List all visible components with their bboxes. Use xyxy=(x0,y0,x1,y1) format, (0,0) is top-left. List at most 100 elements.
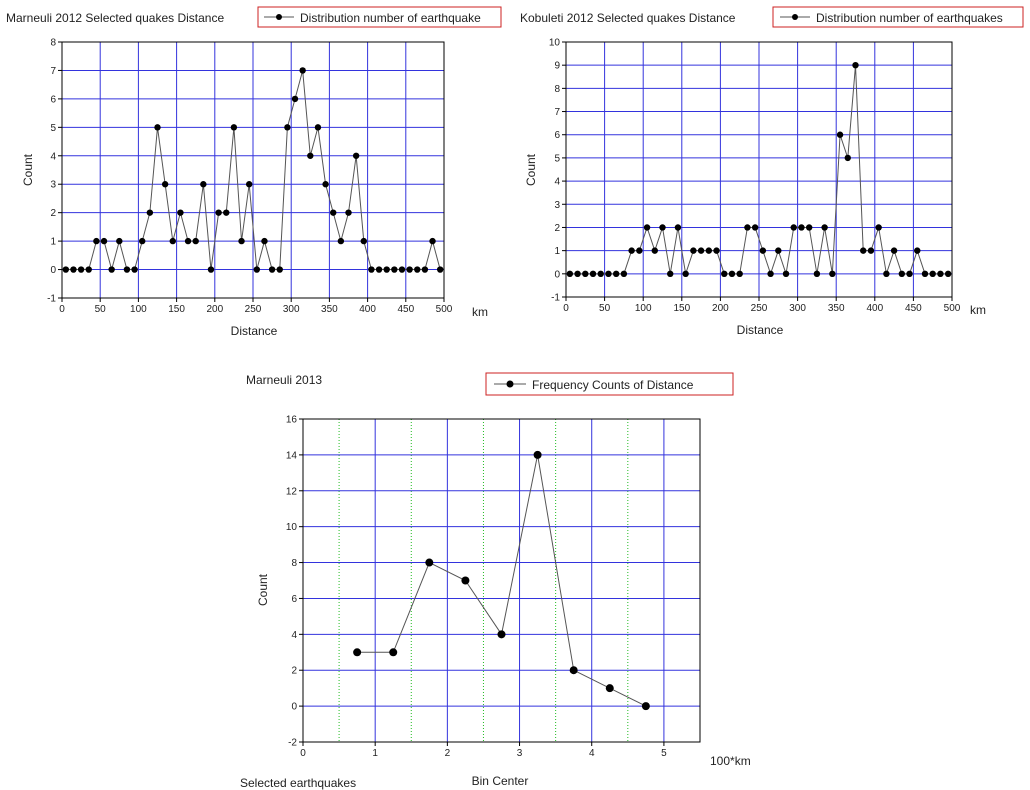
chart1-data-point xyxy=(368,266,375,273)
chart3-footnote: Selected earthquakes xyxy=(240,776,356,790)
chart1-data-point xyxy=(108,266,115,273)
chart2-data-point xyxy=(705,247,713,254)
chart2-data-point xyxy=(852,61,859,69)
chart2-data-point xyxy=(721,270,728,278)
chart1-data-point xyxy=(62,266,70,273)
chart2-xtick-label: 350 xyxy=(828,303,845,314)
chart2-xtick-label: 450 xyxy=(905,303,922,314)
chart3-data-point xyxy=(569,666,578,675)
chart2-data-point xyxy=(898,270,906,278)
chart2-data-point xyxy=(612,270,620,278)
chart2-data-point xyxy=(643,224,651,231)
chart1-data-point xyxy=(169,237,176,245)
chart2-ytick-label: 6 xyxy=(554,130,560,141)
chart2-xtick-label: 50 xyxy=(599,303,611,314)
chart3-ytick-label: -2 xyxy=(288,738,297,749)
chart2-xlabel: Distance xyxy=(737,323,784,337)
chart1-data-point xyxy=(360,237,367,245)
chart2-data-point xyxy=(921,270,929,278)
chart1-unit: km xyxy=(472,305,488,319)
chart3-data-point xyxy=(353,648,362,657)
chart2-ytick-label: -1 xyxy=(551,293,560,304)
chart3-xtick-label: 1 xyxy=(372,748,378,759)
chart3-ytick-label: 8 xyxy=(291,558,297,569)
chart2-data-point xyxy=(566,270,574,278)
chart1-data-point xyxy=(414,266,421,273)
chart3-xlabel: Bin Center xyxy=(472,774,529,788)
chart1-xlabel: Distance xyxy=(231,324,278,338)
chart1-ytick-label: 8 xyxy=(50,38,56,49)
chart1-data-point xyxy=(436,266,444,273)
chart1-data-point xyxy=(100,237,108,245)
chart2-data-point xyxy=(798,224,805,231)
chart1-data-point xyxy=(291,95,299,103)
chart2-data-point xyxy=(636,247,643,254)
chart1-data-point xyxy=(375,266,383,273)
chart1-data-point xyxy=(85,266,92,273)
chart1-data-point xyxy=(70,266,77,273)
chart1-data-point xyxy=(123,266,131,273)
chart1-ytick-label: 7 xyxy=(50,66,56,77)
chart1-data-point xyxy=(268,266,276,273)
chart1-data-point xyxy=(314,124,322,131)
chart3-data-point xyxy=(461,576,470,585)
chart3-title: Marneuli 2013 xyxy=(246,373,322,387)
chart2-unit: km xyxy=(970,303,986,317)
chart1-data-point xyxy=(299,67,306,74)
chart2-data-point xyxy=(744,224,751,231)
chart3-data-point xyxy=(533,450,542,459)
chart3-data-point xyxy=(497,630,506,639)
chart1-xtick-label: 500 xyxy=(436,304,453,315)
chart3-data-point xyxy=(389,648,398,657)
chart1-xtick-label: 200 xyxy=(206,304,223,315)
chart2-ytick-label: 5 xyxy=(554,153,560,164)
chart3-ylabel: Count xyxy=(256,573,270,606)
chart3-ytick-label: 12 xyxy=(286,486,298,497)
chart1-xtick-label: 250 xyxy=(245,304,262,315)
chart3-ytick-label: 14 xyxy=(286,450,298,461)
chart2-data-point xyxy=(736,270,743,278)
chart2-data-point xyxy=(914,247,921,254)
chart1-data-point xyxy=(161,181,169,188)
chart2-data-point xyxy=(944,270,952,278)
chart1-legend: Distribution number of earthquake xyxy=(257,6,502,28)
chart2-data-point xyxy=(589,270,597,278)
chart1-xtick-label: 300 xyxy=(283,304,300,315)
chart1-data-point xyxy=(406,266,413,273)
chart1-xtick-label: 350 xyxy=(321,304,338,315)
chart2-legend: Distribution number of earthquakes xyxy=(772,6,1024,28)
chart1-data-point xyxy=(330,209,337,216)
chart1-data-point xyxy=(177,209,184,216)
chart2-data-point xyxy=(628,247,635,254)
chart1-ytick-label: 1 xyxy=(50,237,56,248)
chart1-ytick-label: 6 xyxy=(50,94,56,105)
chart2-xtick-label: 0 xyxy=(563,303,569,314)
chart2-data-point xyxy=(829,270,836,278)
chart1-xtick-label: 0 xyxy=(59,304,65,315)
chart1-data-point xyxy=(345,209,352,216)
chart3-xtick-label: 0 xyxy=(300,748,306,759)
chart1-xtick-label: 150 xyxy=(168,304,185,315)
chart2-xtick-label: 150 xyxy=(673,303,690,314)
chart1-xtick-label: 50 xyxy=(95,304,107,315)
chart2-legend-label: Distribution number of earthquakes xyxy=(816,11,1003,25)
chart1-data-point xyxy=(230,124,238,131)
chart1-data-point xyxy=(93,237,100,245)
chart2-data-point xyxy=(651,247,658,254)
chart1-legend-box xyxy=(257,6,502,28)
chart1-data-point xyxy=(154,124,161,131)
chart2-title: Kobuleti 2012 Selected quakes Distance xyxy=(520,11,736,25)
chart3-xtick-label: 5 xyxy=(661,748,667,759)
chart2-data-point xyxy=(890,247,898,254)
chart2-legend-box xyxy=(772,6,1024,28)
chart1-data-point xyxy=(200,181,207,188)
chart2-data-point xyxy=(697,247,705,254)
chart3-legend-box xyxy=(485,372,734,396)
chart2-data-point xyxy=(682,270,689,278)
chart3-legend-label: Frequency Counts of Distance xyxy=(532,378,694,392)
chart2-xtick-label: 100 xyxy=(635,303,652,314)
chart2-xtick-label: 250 xyxy=(751,303,768,314)
chart3-ytick-label: 10 xyxy=(286,522,298,533)
chart2-ytick-label: 0 xyxy=(554,269,560,280)
chart1-ytick-label: 0 xyxy=(50,265,56,276)
